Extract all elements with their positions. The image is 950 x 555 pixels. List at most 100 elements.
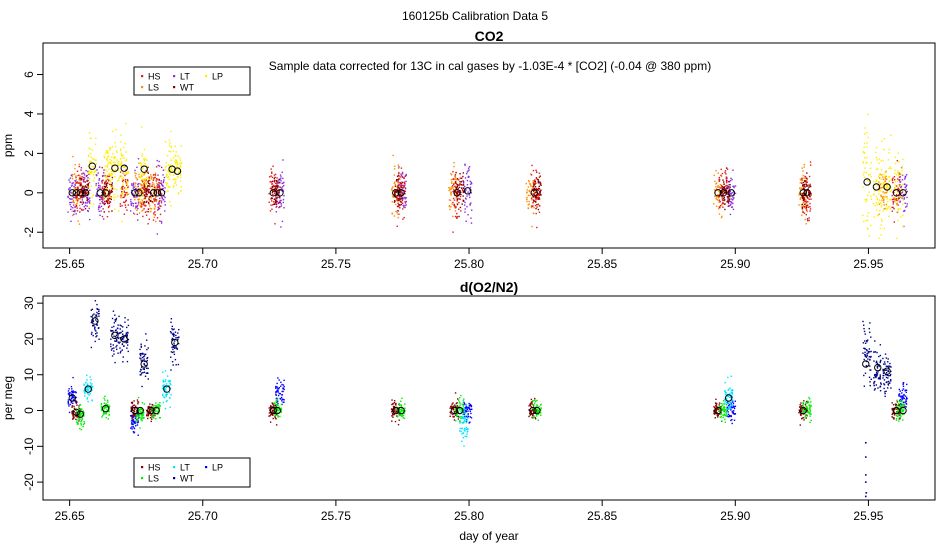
data-point — [906, 398, 907, 399]
data-point — [93, 325, 94, 326]
data-point — [103, 398, 104, 399]
data-point — [279, 387, 280, 388]
data-point — [723, 190, 724, 191]
data-point — [137, 422, 138, 423]
data-point — [95, 159, 96, 160]
data-point — [891, 199, 892, 200]
data-point — [146, 196, 147, 197]
data-point — [401, 176, 402, 177]
data-point — [109, 195, 110, 196]
data-point — [403, 206, 404, 207]
data-point — [533, 170, 534, 171]
data-point — [98, 172, 99, 173]
data-point — [888, 168, 889, 169]
data-point — [111, 349, 112, 350]
data-point — [143, 204, 144, 205]
data-point — [155, 199, 156, 200]
data-point — [283, 207, 284, 208]
data-point — [124, 202, 125, 203]
data-point — [805, 402, 806, 403]
data-point — [731, 202, 732, 203]
data-point — [890, 134, 891, 135]
data-point — [115, 142, 116, 143]
data-point — [530, 186, 531, 187]
data-point — [531, 402, 532, 403]
data-point — [893, 203, 894, 204]
data-point — [111, 179, 112, 180]
data-point — [93, 158, 94, 159]
data-point — [102, 208, 103, 209]
data-point — [536, 400, 537, 401]
data-point — [148, 172, 149, 173]
data-point — [279, 416, 280, 417]
data-point — [535, 192, 536, 193]
data-point — [540, 176, 541, 177]
data-point — [126, 188, 127, 189]
data-point — [715, 417, 716, 418]
data-point — [459, 173, 460, 174]
data-point — [728, 203, 729, 204]
data-point — [729, 404, 730, 405]
data-point — [536, 177, 537, 178]
data-point — [271, 200, 272, 201]
data-point — [101, 404, 102, 405]
data-point — [862, 215, 863, 216]
data-point — [89, 173, 90, 174]
data-point — [81, 173, 82, 174]
data-point — [172, 349, 173, 350]
data-point — [906, 384, 907, 385]
data-point — [902, 165, 903, 166]
data-point — [109, 414, 110, 415]
data-point — [72, 405, 73, 406]
data-point — [731, 376, 732, 377]
data-point — [127, 342, 128, 343]
data-point — [880, 374, 881, 375]
data-point — [873, 193, 874, 194]
data-point — [883, 210, 884, 211]
data-point — [115, 196, 116, 197]
data-point — [142, 168, 143, 169]
data-point — [158, 161, 159, 162]
data-point — [811, 405, 812, 406]
data-point — [151, 177, 152, 178]
legend-label: LS — [148, 83, 159, 93]
data-point — [144, 403, 145, 404]
data-point — [471, 183, 472, 184]
data-point — [806, 184, 807, 185]
data-point — [282, 221, 283, 222]
data-point — [877, 373, 878, 374]
data-point — [116, 150, 117, 151]
data-point — [392, 417, 393, 418]
data-point — [68, 402, 69, 403]
data-point — [69, 404, 70, 405]
data-point — [398, 210, 399, 211]
data-point — [172, 329, 173, 330]
data-point — [145, 196, 146, 197]
data-point — [452, 178, 453, 179]
data-point — [116, 189, 117, 190]
legend-label: LP — [212, 72, 223, 82]
data-point — [391, 189, 392, 190]
data-point — [151, 417, 152, 418]
data-point — [103, 413, 104, 414]
data-point — [729, 407, 730, 408]
data-point — [119, 342, 120, 343]
data-point — [540, 408, 541, 409]
data-point — [449, 199, 450, 200]
data-point — [119, 347, 120, 348]
data-point — [270, 421, 271, 422]
data-point — [876, 157, 877, 158]
data-point — [901, 400, 902, 401]
data-point — [116, 335, 117, 336]
data-point — [276, 198, 277, 199]
data-point — [158, 165, 159, 166]
data-point — [879, 158, 880, 159]
data-point — [81, 196, 82, 197]
data-point — [533, 404, 534, 405]
data-point — [118, 210, 119, 211]
data-point — [127, 179, 128, 180]
data-point — [889, 181, 890, 182]
data-point — [153, 219, 154, 220]
data-point — [732, 170, 733, 171]
